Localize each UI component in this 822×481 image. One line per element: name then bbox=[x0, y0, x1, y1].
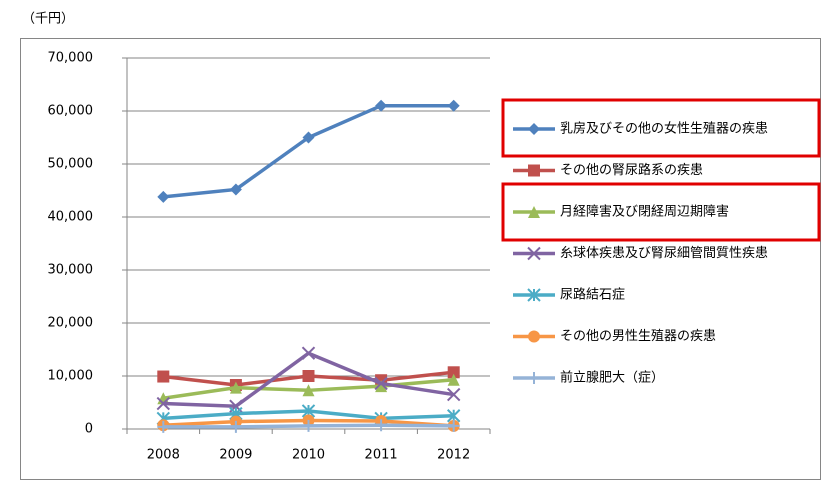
legend-label: 月経障害及び閉経周辺期障害 bbox=[560, 204, 729, 220]
unit-label: （千円） bbox=[22, 12, 74, 27]
y-tick-label: 60,000 bbox=[48, 104, 94, 119]
marker bbox=[446, 409, 461, 423]
marker bbox=[375, 380, 388, 393]
legend-label: 尿路結石症 bbox=[560, 287, 625, 303]
marker bbox=[447, 419, 460, 432]
legend-marker bbox=[528, 123, 540, 135]
marker bbox=[229, 420, 242, 433]
x-tick-label: 2012 bbox=[437, 448, 470, 463]
marker bbox=[446, 387, 461, 402]
legend-marker bbox=[528, 164, 540, 177]
x-tick-label: 2009 bbox=[219, 448, 252, 463]
legend-label: その他の男性生殖器の疾患 bbox=[560, 328, 716, 344]
legend-marker bbox=[528, 206, 540, 218]
marker bbox=[156, 396, 171, 411]
legend-marker bbox=[527, 246, 541, 261]
x-tick-label: 2011 bbox=[365, 448, 398, 463]
marker bbox=[375, 419, 388, 432]
legend-marker bbox=[528, 330, 540, 343]
series-line bbox=[163, 103, 454, 199]
highlight-box bbox=[501, 98, 821, 158]
marker bbox=[302, 419, 315, 432]
marker bbox=[229, 381, 242, 394]
x-tick-label: 2010 bbox=[292, 448, 325, 463]
x-tick-label: 2008 bbox=[147, 448, 180, 463]
marker bbox=[447, 99, 460, 112]
legend-label: 乳房及びその他の女性生殖器の疾患 bbox=[560, 121, 768, 137]
marker bbox=[302, 131, 315, 144]
highlight-box bbox=[501, 182, 821, 242]
y-tick-label: 0 bbox=[85, 422, 93, 437]
marker bbox=[447, 366, 460, 379]
legend-label: 糸球体疾患及び腎尿細管間質性疾患 bbox=[560, 246, 768, 261]
y-tick-label: 70,000 bbox=[48, 51, 94, 66]
legend-marker bbox=[528, 372, 540, 384]
chart-frame bbox=[20, 38, 821, 480]
y-tick-label: 50,000 bbox=[48, 157, 94, 172]
marker bbox=[157, 190, 170, 203]
legend-label: 前立腺肥大（症） bbox=[560, 370, 664, 386]
marker bbox=[229, 183, 242, 196]
marker bbox=[374, 376, 388, 391]
marker bbox=[157, 370, 170, 383]
marker bbox=[157, 420, 170, 433]
marker bbox=[301, 346, 316, 360]
marker bbox=[302, 370, 315, 382]
legend-marker bbox=[527, 288, 541, 302]
legend-label: その他の腎尿路系の疾患 bbox=[560, 162, 703, 178]
marker bbox=[447, 373, 460, 386]
y-tick-label: 20,000 bbox=[48, 316, 94, 331]
y-tick-label: 40,000 bbox=[48, 210, 94, 225]
marker bbox=[302, 384, 315, 397]
y-tick-label: 30,000 bbox=[48, 263, 94, 278]
marker bbox=[375, 99, 388, 112]
y-tick-label: 10,000 bbox=[48, 369, 94, 384]
